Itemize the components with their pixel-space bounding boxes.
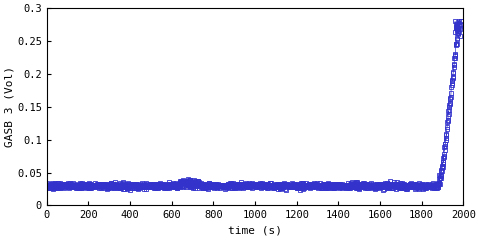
X-axis label: time (s): time (s) bbox=[228, 226, 282, 236]
Y-axis label: GASB 3 (Vol): GASB 3 (Vol) bbox=[4, 66, 14, 147]
